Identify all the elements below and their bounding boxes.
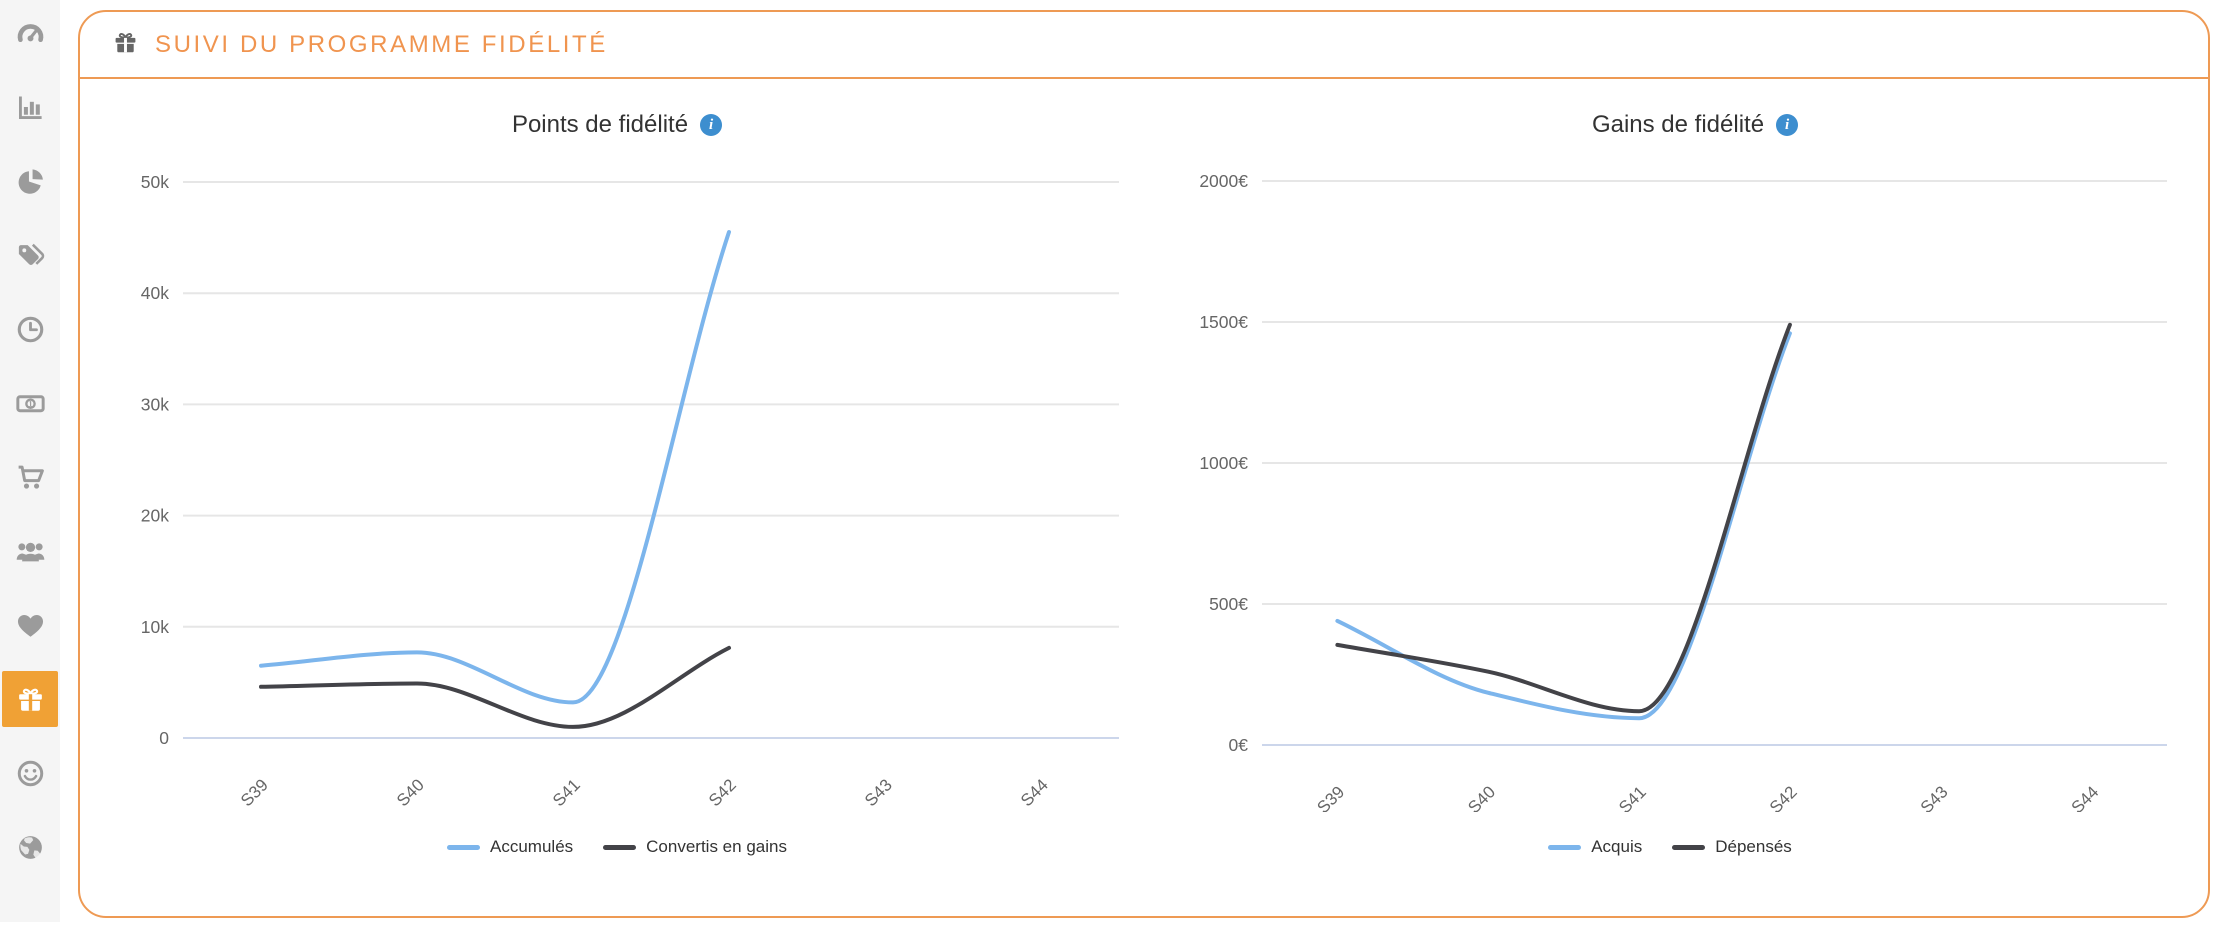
panel-title: SUIVI DU PROGRAMME FIDÉLITÉ	[155, 30, 608, 58]
loyalty-panel: SUIVI DU PROGRAMME FIDÉLITÉ Points de fi…	[78, 10, 2210, 918]
x-axis-label: S40	[393, 775, 428, 810]
gift-icon	[112, 29, 139, 61]
x-axis-label: S42	[1766, 782, 1801, 812]
y-axis-label: 1000€	[1199, 453, 1248, 473]
y-axis-label: 40k	[141, 283, 169, 303]
x-axis-label: S41	[549, 775, 584, 810]
x-axis-label: S39	[237, 775, 272, 810]
y-axis-label: 500€	[1209, 594, 1248, 614]
series-line-acquis[interactable]	[1335, 331, 1792, 721]
points-chart-legend: Accumulés Convertis en gains	[80, 832, 1154, 862]
legend-label: Dépensés	[1715, 837, 1792, 856]
series-line-dépensés[interactable]	[1335, 322, 1792, 714]
sidebar-item-pie-stats[interactable]	[2, 153, 58, 209]
y-axis-label: 30k	[141, 394, 169, 414]
sidebar-item-history[interactable]	[2, 301, 58, 357]
y-axis-label: 1500€	[1199, 312, 1248, 332]
chart-title-text: Gains de fidélité	[1591, 111, 1765, 138]
pie-chart-icon	[15, 166, 46, 197]
y-axis-label: 2000€	[1199, 171, 1248, 191]
gift-icon	[15, 684, 46, 715]
tags-icon	[15, 240, 46, 271]
cart-icon	[15, 462, 46, 493]
sidebar: 1	[0, 0, 60, 922]
sidebar-item-bar-stats[interactable]	[2, 79, 58, 135]
x-axis-label: S41	[1615, 782, 1650, 812]
chart-title-points: Points de fidélité i	[80, 108, 1154, 142]
bar-chart-icon	[15, 92, 46, 123]
chart-title-gains: Gains de fidélité i	[1170, 108, 2220, 142]
sidebar-item-revenue[interactable]: 1	[2, 375, 58, 431]
info-icon[interactable]: i	[700, 114, 723, 136]
chart-title-text: Points de fidélité	[511, 111, 689, 138]
legend-label: Acquis	[1591, 837, 1643, 856]
x-axis-label: S42	[705, 775, 740, 810]
y-axis-label: 20k	[141, 506, 169, 526]
legend-label: Accumulés	[490, 837, 574, 856]
series-line-convertis-en-gains[interactable]	[259, 645, 731, 729]
series-line-accumulés[interactable]	[259, 230, 731, 705]
y-axis-label: 0	[159, 728, 169, 748]
gains-chart-legend: Acquis Dépensés	[1150, 832, 2190, 862]
sidebar-item-dashboard[interactable]	[2, 5, 58, 61]
x-axis-label: S44	[2068, 782, 2103, 812]
heart-icon	[15, 610, 46, 641]
money-icon: 1	[15, 388, 46, 419]
points-chart[interactable]: 0 10k 20k 30k 40k 50k S39 S40 S41 S42 S43 S44	[80, 152, 1142, 812]
legend-swatch	[447, 844, 481, 850]
legend-item-convertis-en-gains[interactable]: Convertis en gains	[603, 837, 787, 857]
panel-header: SUIVI DU PROGRAMME FIDÉLITÉ	[80, 12, 2208, 79]
y-axis-label: 50k	[141, 172, 169, 192]
legend-label: Convertis en gains	[646, 837, 787, 856]
sidebar-item-loyalty[interactable]	[2, 671, 58, 727]
sidebar-item-customers[interactable]	[2, 523, 58, 579]
gains-chart[interactable]: 0€ 500€ 1000€ 1500€ 2000€ S39 S40 S41 S42 S43 S44	[1150, 152, 2210, 812]
x-axis-label: S44	[1017, 775, 1052, 810]
users-icon	[15, 536, 46, 567]
sidebar-item-orders[interactable]	[2, 449, 58, 505]
legend-swatch	[1548, 844, 1582, 850]
sidebar-item-satisfaction[interactable]	[2, 745, 58, 801]
y-axis-label: 0€	[1229, 735, 1249, 755]
legend-item-dépensés[interactable]: Dépensés	[1672, 837, 1792, 857]
svg-text:1: 1	[28, 399, 32, 408]
sidebar-item-web[interactable]	[2, 819, 58, 875]
legend-item-acquis[interactable]: Acquis	[1548, 837, 1642, 857]
x-axis-label: S39	[1313, 782, 1348, 812]
legend-swatch	[603, 844, 637, 850]
clock-icon	[15, 314, 46, 345]
x-axis-label: S43	[861, 775, 896, 810]
x-axis-label: S43	[1917, 782, 1952, 812]
y-axis-label: 10k	[141, 617, 169, 637]
gauge-icon	[15, 18, 46, 49]
legend-item-accumulés[interactable]: Accumulés	[447, 837, 573, 857]
sidebar-item-tags[interactable]	[2, 227, 58, 283]
legend-swatch	[1672, 844, 1706, 850]
globe-icon	[15, 832, 46, 863]
info-icon[interactable]: i	[1776, 114, 1799, 136]
x-axis-label: S40	[1464, 782, 1499, 812]
smiley-icon	[15, 758, 46, 789]
sidebar-item-favorites[interactable]	[2, 597, 58, 653]
